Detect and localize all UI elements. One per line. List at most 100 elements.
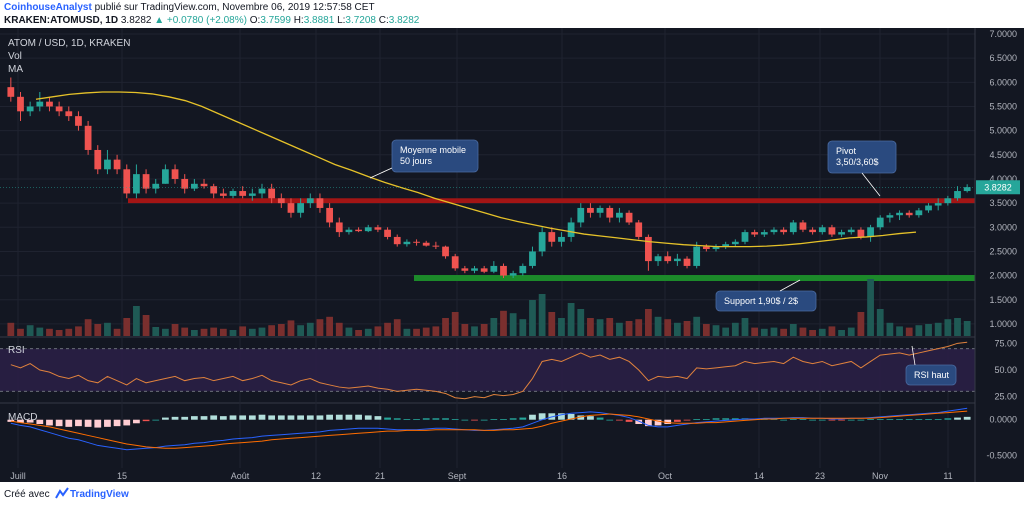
- author-link[interactable]: CoinhouseAnalyst: [4, 2, 92, 13]
- macd-histogram-bar: [258, 414, 266, 420]
- candle-body: [509, 273, 517, 276]
- volume-bar: [529, 300, 536, 336]
- macd-histogram-bar: [364, 415, 372, 420]
- macd-histogram-bar: [838, 419, 845, 421]
- candle-body: [123, 169, 131, 194]
- candle-body: [36, 101, 44, 107]
- price-chart[interactable]: 7.0000 6.5000 6.0000 5.5000 5.0000 4.5000 4.00…: [0, 28, 1024, 482]
- candle-body: [693, 246, 701, 266]
- volume-bar: [867, 279, 874, 336]
- candle-body: [239, 191, 247, 196]
- volume-bar: [741, 318, 749, 336]
- high-value: 3.8881: [303, 15, 335, 26]
- volume-bar: [567, 303, 575, 336]
- volume-bar: [915, 325, 923, 336]
- candle-body: [760, 232, 768, 235]
- volume-bar: [673, 322, 681, 336]
- candle-body: [471, 268, 478, 271]
- macd-histogram-bar: [219, 416, 227, 420]
- macd-histogram-bar: [46, 419, 53, 426]
- rsi-callout-pointer: [911, 345, 916, 366]
- volume-bar: [413, 328, 420, 336]
- legend: ATOM / USD, 1D, KRAKEN Vol MA RSI MACD: [8, 38, 130, 423]
- candle-body: [84, 125, 92, 150]
- macd-histogram-bar: [954, 417, 961, 420]
- macd-histogram-bar: [876, 419, 884, 420]
- volume-bar: [760, 328, 768, 336]
- candle-body: [94, 149, 102, 170]
- macd-histogram-bar: [886, 419, 894, 420]
- volume-bar: [702, 324, 710, 336]
- candle-body: [876, 217, 884, 228]
- volume-bar: [654, 316, 662, 336]
- volume-bar: [925, 324, 932, 336]
- volume-bar: [963, 321, 971, 336]
- macd-histogram-bar: [625, 419, 633, 422]
- candle-body: [7, 87, 15, 97]
- volume-bar: [75, 326, 82, 336]
- ma-callout-pointer: [369, 167, 393, 179]
- volume-bar: [190, 330, 198, 336]
- candle-body: [789, 222, 797, 233]
- volume-bar: [422, 327, 430, 336]
- rsi-band: [0, 348, 975, 392]
- candle-body: [210, 186, 218, 194]
- time-tick-label: 14: [754, 471, 764, 481]
- candle-body: [364, 227, 372, 232]
- volume-bar: [635, 319, 643, 336]
- created-with-text: Créé avec: [4, 489, 50, 500]
- close-label: C:: [378, 15, 389, 26]
- macd-histogram-bar: [645, 419, 652, 427]
- candle-body: [558, 236, 565, 242]
- rsi-label: RSI: [8, 345, 25, 356]
- price-tick-label: 4.0000: [989, 174, 1017, 184]
- volume-bar: [461, 324, 469, 336]
- candle-body: [500, 265, 507, 276]
- macd-histogram-bar: [780, 419, 788, 421]
- candle-body: [355, 229, 362, 232]
- time-tick-label: 11: [943, 471, 952, 481]
- candle-body: [326, 207, 333, 223]
- candle-body: [712, 246, 720, 250]
- macd-histogram-bar: [451, 419, 459, 420]
- macd-histogram-bar: [867, 419, 874, 420]
- macd-histogram-bar: [306, 415, 314, 420]
- candle-body: [722, 244, 730, 247]
- candle-body: [780, 229, 788, 233]
- volume-bar: [142, 315, 150, 336]
- macd-histogram-bar: [490, 419, 498, 420]
- volume-bar: [403, 328, 411, 336]
- time-tick-label: Août: [231, 471, 250, 481]
- macd-histogram-bar: [384, 417, 391, 420]
- macd-histogram-bar: [963, 416, 971, 420]
- candle-body: [75, 116, 82, 126]
- volume-bar: [838, 330, 845, 336]
- volume-bar: [219, 328, 227, 336]
- candle-body: [422, 242, 430, 246]
- volume-bar: [722, 327, 730, 336]
- macd-histogram-bar: [722, 418, 730, 420]
- price-tick-label: 4.5000: [989, 150, 1017, 160]
- macd-histogram-bar: [896, 419, 903, 420]
- candle-body: [287, 203, 295, 213]
- price-tick-label: 1.5000: [989, 295, 1017, 305]
- volume-bar: [94, 324, 102, 336]
- volume-bar: [596, 319, 604, 336]
- tradingview-brand[interactable]: TradingView: [70, 489, 129, 500]
- volume-bar: [239, 326, 247, 336]
- candle-body: [413, 241, 420, 243]
- price-tag-text: 3.8282: [984, 182, 1012, 192]
- macd-histogram-bar: [142, 419, 150, 422]
- macd-histogram-bar: [702, 419, 710, 420]
- macd-histogram-bar: [36, 419, 44, 424]
- macd-histogram-bar: [297, 415, 305, 420]
- macd-histogram-bar: [558, 413, 565, 420]
- candle-body: [219, 193, 227, 196]
- volume-bar: [538, 294, 546, 336]
- volume-bar: [316, 319, 324, 336]
- macd-histogram-bar: [635, 419, 643, 424]
- volume-bar: [248, 328, 256, 336]
- price-tick-label: 3.5000: [989, 198, 1017, 208]
- candle-body: [162, 169, 169, 184]
- price-tick-label: 3.0000: [989, 222, 1017, 232]
